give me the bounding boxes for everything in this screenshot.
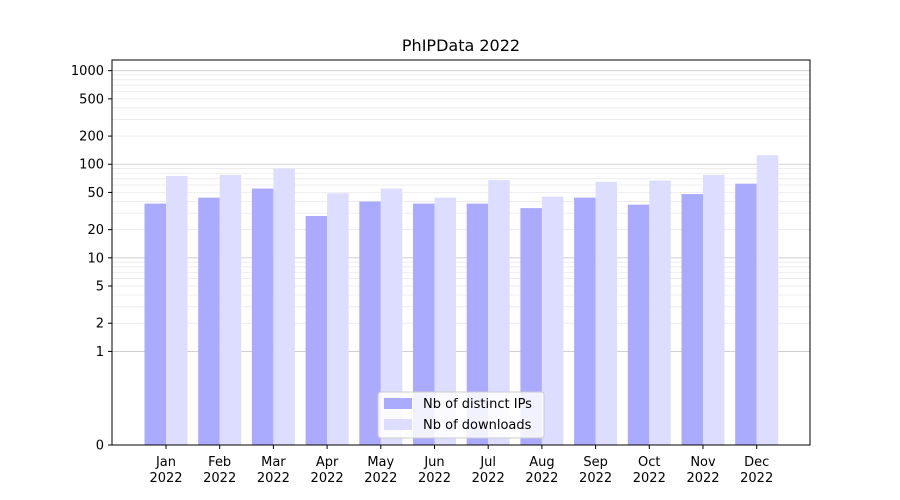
chart-title: PhIPData 2022 xyxy=(402,36,520,55)
bar-downloads-oct xyxy=(649,180,671,446)
y-tick-label: 100 xyxy=(79,158,104,173)
bar-distinct-ips-may xyxy=(359,201,381,445)
x-tick-label-year: 2022 xyxy=(364,471,397,486)
x-tick-label-month: Oct xyxy=(638,455,660,470)
plot-frame xyxy=(111,59,811,446)
x-tick-label-year: 2022 xyxy=(633,471,666,486)
bar-distinct-ips-mar xyxy=(251,188,274,445)
bar-downloads-apr xyxy=(327,193,349,445)
bar-distinct-ips-dec xyxy=(735,183,757,445)
y-tick-label: 200 xyxy=(79,130,104,145)
bar-downloads-aug xyxy=(541,196,564,445)
bar-downloads-feb xyxy=(219,174,242,445)
bar-distinct-ips-jul xyxy=(466,203,489,445)
x-tick-label-month: Jan xyxy=(155,455,176,470)
x-axis: Jan2022Feb2022Mar2022Apr2022May2022Jun20… xyxy=(149,445,773,486)
y-tick-label: 20 xyxy=(87,223,104,238)
bar-distinct-ips-jun xyxy=(413,203,435,445)
x-tick-label-month: Feb xyxy=(208,455,231,470)
x-tick-label-year: 2022 xyxy=(257,471,290,486)
x-tick-label-year: 2022 xyxy=(686,471,719,486)
bar-downloads-sep xyxy=(595,181,618,446)
bar-distinct-ips-nov xyxy=(681,194,703,445)
bar-distinct-ips-apr xyxy=(305,215,328,445)
x-tick-label-month: Apr xyxy=(316,455,339,470)
bar-downloads-jul xyxy=(488,179,510,445)
bar-distinct-ips-feb xyxy=(198,197,220,445)
y-tick-label: 500 xyxy=(79,92,104,107)
y-tick-label: 1 xyxy=(96,345,104,360)
x-tick-label-year: 2022 xyxy=(472,471,505,486)
legend-box xyxy=(377,391,545,439)
legend-label: Nb of downloads xyxy=(423,418,532,433)
y-tick-label: 50 xyxy=(87,186,104,201)
x-tick-label-year: 2022 xyxy=(525,471,558,486)
x-tick-label-month: Dec xyxy=(744,455,769,470)
bars xyxy=(144,155,779,446)
legend-swatch xyxy=(384,398,412,409)
y-tick-label: 1000 xyxy=(71,64,104,79)
x-tick-label-month: Aug xyxy=(529,455,554,470)
bar-distinct-ips-aug xyxy=(520,208,542,445)
bar-downloads-jun xyxy=(434,197,456,445)
legend-swatch xyxy=(384,419,412,430)
x-tick-label-month: May xyxy=(367,455,394,470)
x-tick-label-month: Mar xyxy=(261,455,286,470)
x-tick-label-month: Sep xyxy=(583,455,608,470)
x-tick-label-month: Jul xyxy=(479,455,496,470)
x-tick-label-month: Nov xyxy=(690,455,716,470)
x-tick-label-year: 2022 xyxy=(418,471,451,486)
x-tick-label-year: 2022 xyxy=(203,471,236,486)
y-tick-label: 0 xyxy=(96,439,104,454)
y-tick-label: 10 xyxy=(87,251,104,266)
y-tick-label: 2 xyxy=(96,317,104,332)
bar-downloads-nov xyxy=(703,174,725,445)
x-tick-label-year: 2022 xyxy=(740,471,773,486)
x-tick-label-year: 2022 xyxy=(579,471,612,486)
y-axis: 0 1 2 5 10 20 50 100 200 500 1000 xyxy=(71,64,112,454)
bar-distinct-ips-oct xyxy=(627,204,650,445)
x-tick-label-year: 2022 xyxy=(311,471,344,486)
bar-downloads-mar xyxy=(273,168,295,445)
bar-downloads-dec xyxy=(756,155,779,445)
x-tick-label-month: Jun xyxy=(423,455,444,470)
bar-downloads-jan xyxy=(166,175,188,445)
y-tick-label: 5 xyxy=(96,280,104,295)
x-tick-label-year: 2022 xyxy=(149,471,182,486)
bar-distinct-ips-sep xyxy=(574,197,596,445)
legend-label: Nb of distinct IPs xyxy=(423,397,532,412)
bar-distinct-ips-jan xyxy=(144,203,166,445)
bar-downloads-may xyxy=(380,188,403,445)
legend: Nb of distinct IPs Nb of downloads xyxy=(377,391,545,439)
